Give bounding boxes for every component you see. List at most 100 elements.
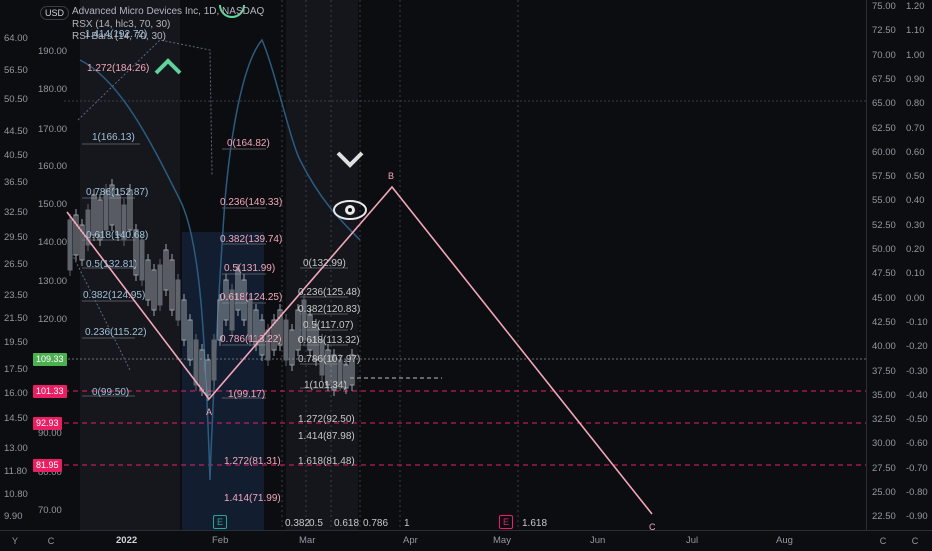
axis-tick: 64.00 (4, 33, 28, 44)
price-axis-tick: 180.00 (38, 84, 68, 95)
abc-wave-line (66, 185, 653, 515)
candle-body (217, 299, 223, 341)
candle-body (79, 224, 85, 261)
right-axis-primary[interactable]: 75.00 72.50 70.00 67.50 65.00 62.50 60.00 57.50… (866, 0, 899, 530)
candle-body (67, 219, 73, 271)
axis-tick: 50.50 (4, 94, 28, 105)
axis-tick: 13.00 (4, 443, 28, 454)
axis-tick: 21.50 (4, 313, 28, 324)
candle-body (139, 239, 145, 281)
indicator-rsi-bars: RSI Bars (14, 70, 30) (72, 31, 166, 42)
fib-left-label: 0.618(140.68) (86, 230, 149, 241)
auto-scale-button[interactable]: C (879, 536, 887, 546)
axis-tick: 0.40 (906, 195, 925, 207)
axis-tick: 14.50 (4, 413, 28, 424)
axis-tick: 65.00 (872, 98, 896, 110)
fib-left-label: 0.786(152.87) (86, 187, 149, 198)
candle-body (229, 289, 235, 331)
axis-tick: 37.50 (872, 365, 896, 377)
candle-body (283, 319, 289, 361)
axis-tick: -0.30 (906, 365, 928, 377)
candle-body (307, 314, 313, 351)
timezone-button[interactable]: Y (11, 536, 18, 546)
candle-body (277, 309, 283, 346)
fib-right-label: 1.618(81.48) (298, 456, 355, 467)
axis-tick: 67.50 (872, 73, 896, 85)
candle-body (235, 269, 241, 311)
axis-tick: 32.50 (872, 414, 896, 426)
settings-corner-button[interactable]: C (47, 536, 55, 546)
axis-tick: 0.50 (906, 171, 925, 183)
fib-mid-label: 0.236(149.33) (220, 197, 283, 208)
fib-right-label: 0.382(120.83) (298, 304, 361, 315)
fib-left-label: 0.5(132.81) (86, 259, 138, 270)
fib-right-label: 0.5(117.07) (303, 320, 354, 331)
fib-time-label: 0.618 (334, 518, 360, 529)
fib-left-label: 0.236(115.22) (85, 327, 147, 338)
candle-body (241, 279, 247, 321)
axis-tick: 36.50 (4, 177, 28, 188)
fib-mid-label: 0.5(131.99) (224, 263, 276, 274)
channel-line (77, 39, 213, 176)
axis-tick: 27.50 (872, 462, 896, 474)
price-axis-tick: 130.00 (38, 276, 68, 287)
eye-icon[interactable] (333, 200, 367, 220)
time-tick: Feb (212, 535, 229, 546)
fib-levels-left (82, 143, 140, 397)
candle-body (85, 209, 91, 246)
candles (67, 179, 355, 401)
axis-tick: 50.00 (872, 244, 896, 255)
axis-tick: 62.50 (872, 122, 896, 134)
candle-body (271, 319, 277, 351)
axis-tick: 1.10 (906, 25, 925, 37)
fib-mid-label: 0(164.82) (227, 138, 270, 149)
candle-body (151, 269, 157, 311)
candle-body (115, 194, 121, 236)
time-axis[interactable]: Y C 2022 Feb Mar Apr May Jun Jul Aug C C (0, 530, 932, 551)
candle-body (343, 364, 349, 389)
time-tick: Aug (776, 535, 793, 546)
candle-body (163, 249, 169, 291)
fib-right-label: 0(132.99) (303, 258, 346, 269)
axis-tick: 1.20 (906, 1, 925, 12)
currency-badge[interactable]: USD (40, 6, 70, 20)
price-axis-tick: 190.00 (38, 46, 68, 57)
fib-right-label: 1.272(92.50) (298, 414, 355, 425)
time-tick: Mar (299, 535, 316, 546)
left-axis[interactable]: 64.00 56.50 50.50 44.50 40.50 36.50 32.50 29.50… (0, 0, 68, 530)
symbol-title: Advanced Micro Devices Inc, 1D, NASDAQ (72, 6, 265, 17)
candle-body (337, 359, 343, 386)
candle-body (157, 264, 163, 306)
axis-tick: 0.30 (906, 219, 925, 231)
candle-body (259, 319, 265, 356)
candle-body (175, 279, 181, 321)
axis-tick: 70.00 (872, 49, 896, 61)
fib-left-label: 1.414(192.72) (85, 29, 148, 40)
axis-tick: 32.50 (4, 207, 28, 218)
earnings-badge[interactable]: E (213, 515, 227, 529)
axis-tick: 0.80 (906, 98, 925, 110)
axis-tick: -0.60 (906, 438, 928, 450)
fib-right-label: 0.236(125.48) (298, 287, 361, 298)
axis-tick: 0.90 (906, 73, 925, 85)
fib-right-label: 1.414(87.98) (298, 431, 355, 442)
candle-body (133, 229, 139, 276)
earnings-badge[interactable]: E (499, 515, 513, 529)
time-tick: 2022 (116, 535, 138, 546)
axis-tick: 55.00 (872, 195, 896, 207)
axis-tick: 35.00 (872, 389, 896, 401)
price-axis-tick: 150.00 (38, 199, 68, 210)
candle-body (295, 309, 301, 351)
candle-body (289, 329, 295, 366)
rsx-curve (79, 38, 361, 481)
candle-body (349, 354, 355, 386)
candle-body (205, 359, 211, 396)
axis-tick: -0.90 (906, 511, 928, 523)
right-axis-secondary[interactable]: 1.20 1.10 1.00 0.90 0.80 0.70 0.60 0.50 0.40 0.30… (898, 0, 932, 530)
wave-label-a: A (206, 407, 213, 417)
candle-body (169, 259, 175, 311)
axis-tick: 30.00 (872, 438, 896, 450)
log-scale-button[interactable]: C (911, 536, 919, 546)
fib-time-label: 0.5 (309, 518, 323, 529)
